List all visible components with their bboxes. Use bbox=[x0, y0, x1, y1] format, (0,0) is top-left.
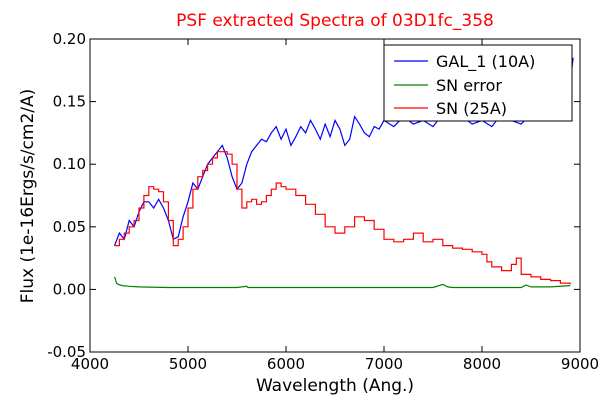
x-tick-label: 5000 bbox=[169, 355, 207, 373]
legend-label-sn: SN (25A) bbox=[436, 99, 507, 118]
legend-label-gal: GAL_1 (10A) bbox=[436, 52, 535, 72]
x-tick-label: 7000 bbox=[365, 355, 403, 373]
y-tick-label: 0.00 bbox=[53, 280, 86, 298]
series-line-sn-error bbox=[113, 276, 571, 289]
x-tick-label: 4000 bbox=[71, 355, 109, 373]
legend: GAL_1 (10A) SN error SN (25A) bbox=[383, 44, 573, 122]
x-axis: 4000 5000 6000 7000 8000 9000 bbox=[71, 39, 599, 373]
chart-title: PSF extracted Spectra of 03D1fc_358 bbox=[176, 11, 494, 31]
y-tick-label: -0.05 bbox=[47, 343, 86, 361]
x-tick-label: 6000 bbox=[267, 355, 305, 373]
y-tick-label: 0.05 bbox=[53, 218, 86, 236]
legend-label-sn-error: SN error bbox=[436, 76, 502, 95]
x-tick-label: 9000 bbox=[561, 355, 599, 373]
x-axis-label: Wavelength (Ang.) bbox=[256, 376, 414, 396]
x-tick-label: 8000 bbox=[463, 355, 501, 373]
y-axis-label: Flux (1e-16Ergs/s/cm2/A) bbox=[18, 89, 38, 304]
y-axis: -0.05 0.00 0.05 0.10 0.15 0.20 bbox=[47, 30, 580, 361]
plot-frame bbox=[89, 38, 581, 353]
y-tick-label: 0.10 bbox=[53, 155, 86, 173]
y-tick-label: 0.15 bbox=[53, 93, 86, 111]
series-line-sn bbox=[114, 151, 571, 285]
y-tick-label: 0.20 bbox=[53, 30, 86, 48]
